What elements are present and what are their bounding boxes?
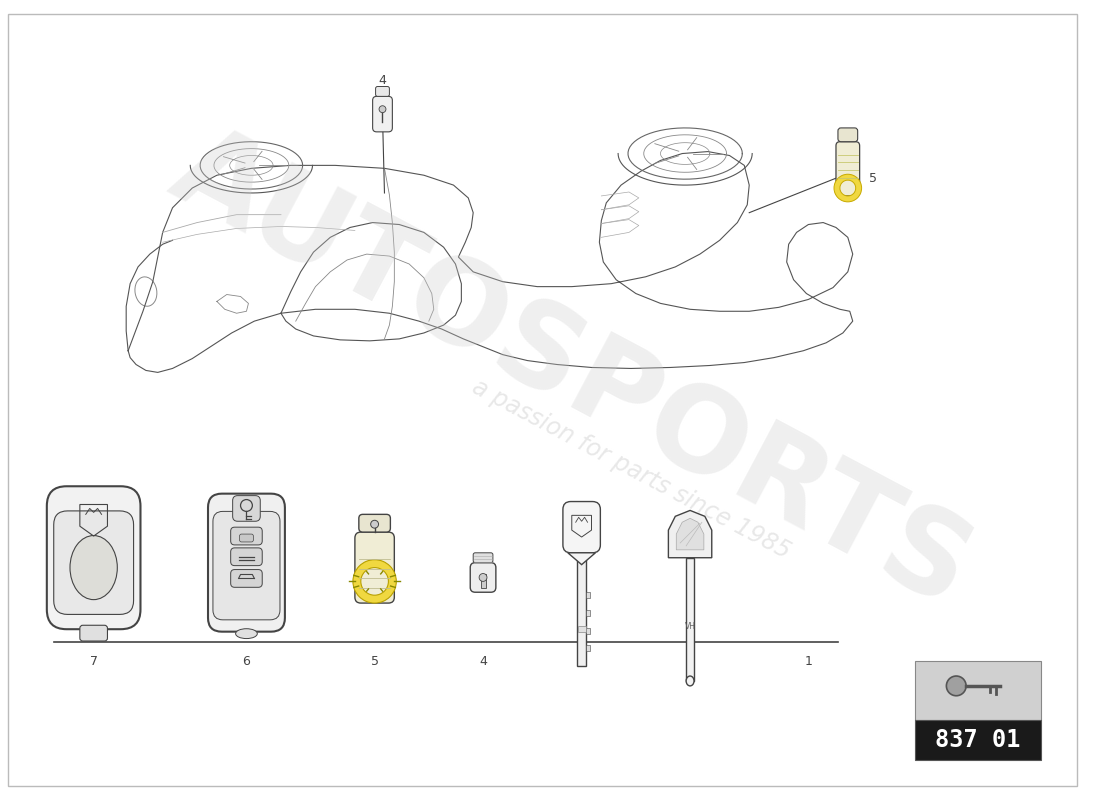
Bar (915, 720, 1041, 760)
Text: 6: 6 (242, 655, 251, 668)
Text: 837 01: 837 01 (935, 728, 1021, 752)
FancyBboxPatch shape (838, 128, 858, 142)
Bar (586, 610, 590, 616)
Circle shape (946, 676, 966, 696)
Ellipse shape (686, 676, 694, 686)
FancyBboxPatch shape (80, 626, 108, 641)
Bar (915, 662, 1041, 720)
Text: 5: 5 (371, 655, 378, 668)
Polygon shape (568, 553, 595, 565)
FancyBboxPatch shape (54, 511, 133, 614)
Bar (586, 592, 590, 598)
Text: 4: 4 (480, 655, 487, 668)
Text: 2: 2 (686, 655, 694, 668)
Text: 3: 3 (578, 655, 585, 668)
FancyBboxPatch shape (355, 532, 394, 603)
Text: 7: 7 (90, 655, 98, 668)
Bar (686, 558, 694, 681)
FancyBboxPatch shape (208, 494, 285, 632)
FancyBboxPatch shape (213, 511, 280, 620)
Bar (578, 553, 586, 666)
FancyBboxPatch shape (231, 548, 262, 566)
Ellipse shape (235, 629, 257, 638)
FancyBboxPatch shape (375, 86, 389, 96)
FancyBboxPatch shape (563, 502, 601, 553)
Circle shape (371, 520, 378, 528)
FancyBboxPatch shape (470, 562, 496, 592)
Polygon shape (669, 510, 712, 558)
Bar (586, 646, 590, 651)
FancyBboxPatch shape (47, 486, 141, 630)
FancyBboxPatch shape (373, 96, 393, 132)
FancyBboxPatch shape (240, 534, 253, 542)
Text: AUTOSPORTS: AUTOSPORTS (153, 111, 990, 630)
Bar (578, 626, 585, 632)
FancyBboxPatch shape (233, 496, 261, 522)
FancyBboxPatch shape (231, 570, 262, 587)
Text: a passion for parts since 1985: a passion for parts since 1985 (468, 374, 794, 563)
FancyBboxPatch shape (473, 553, 493, 562)
Bar (586, 628, 590, 634)
FancyBboxPatch shape (359, 514, 390, 532)
Text: 5: 5 (869, 172, 878, 185)
Text: VH: VH (684, 622, 695, 631)
Circle shape (379, 106, 386, 113)
Bar (481, 574, 485, 588)
Ellipse shape (70, 535, 118, 600)
FancyBboxPatch shape (836, 142, 859, 196)
Text: 1: 1 (804, 655, 812, 668)
Circle shape (480, 574, 487, 582)
Polygon shape (676, 518, 704, 550)
Text: 4: 4 (378, 74, 386, 86)
FancyBboxPatch shape (231, 527, 262, 545)
